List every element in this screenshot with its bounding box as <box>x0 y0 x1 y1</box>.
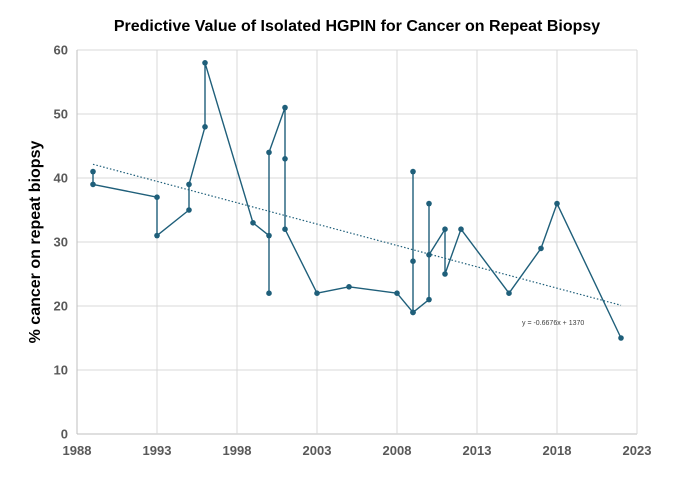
data-point <box>250 220 256 226</box>
x-tick-label: 2008 <box>383 443 412 458</box>
data-point <box>186 207 192 213</box>
data-point <box>554 200 560 207</box>
data-point <box>90 168 96 175</box>
series-line <box>92 62 622 339</box>
data-point <box>506 290 512 297</box>
data-point <box>266 149 272 156</box>
data-point <box>282 104 288 111</box>
y-tick-label: 40 <box>54 171 68 186</box>
tick-labels: 0 10 20 30 40 50 60 1988 1993 1998 2003 2008 2013 201… <box>54 43 652 459</box>
x-tick-label: 1998 <box>223 443 252 458</box>
data-point <box>410 309 416 316</box>
y-tick-label: 0 <box>61 427 68 442</box>
data-point <box>442 271 448 277</box>
data-point <box>442 226 448 232</box>
data-point <box>426 296 432 303</box>
x-tick-label: 2003 <box>303 443 332 458</box>
y-tick-label: 30 <box>54 235 68 250</box>
data-point <box>458 226 464 232</box>
data-point <box>266 232 272 239</box>
y-tick-label: 60 <box>54 43 68 58</box>
data-point <box>410 168 416 175</box>
data-point <box>426 252 432 258</box>
data-point <box>282 226 288 232</box>
data-point <box>426 200 432 207</box>
x-tick-label: 2023 <box>623 443 652 458</box>
y-tick-label: 50 <box>54 107 68 122</box>
data-point <box>186 181 192 188</box>
x-tick-label: 1988 <box>63 443 92 458</box>
y-axis-label: % cancer on repeat biopsy <box>27 141 44 344</box>
data-point <box>282 156 288 162</box>
y-tick-label: 20 <box>54 299 68 314</box>
data-point <box>410 258 416 265</box>
grid <box>76 49 638 435</box>
trendline-equation: y = -0.6676x + 1370 <box>522 320 584 327</box>
trendline <box>92 163 622 306</box>
data-point <box>394 290 400 297</box>
data-point <box>314 290 320 297</box>
data-point <box>266 290 272 297</box>
data-point <box>154 232 160 239</box>
trendline-group <box>92 163 622 306</box>
series-group <box>90 60 624 341</box>
x-tick-label: 2018 <box>543 443 572 458</box>
data-point <box>202 124 208 130</box>
x-tick-label: 1993 <box>143 443 172 458</box>
data-point <box>90 181 96 188</box>
chart-title: Predictive Value of Isolated HGPIN for C… <box>114 18 600 35</box>
data-point <box>154 194 160 200</box>
y-tick-label: 10 <box>54 363 68 378</box>
data-point <box>202 60 208 66</box>
data-point <box>538 245 544 252</box>
x-tick-label: 2013 <box>463 443 492 458</box>
data-point <box>346 284 352 290</box>
data-point <box>618 335 624 341</box>
